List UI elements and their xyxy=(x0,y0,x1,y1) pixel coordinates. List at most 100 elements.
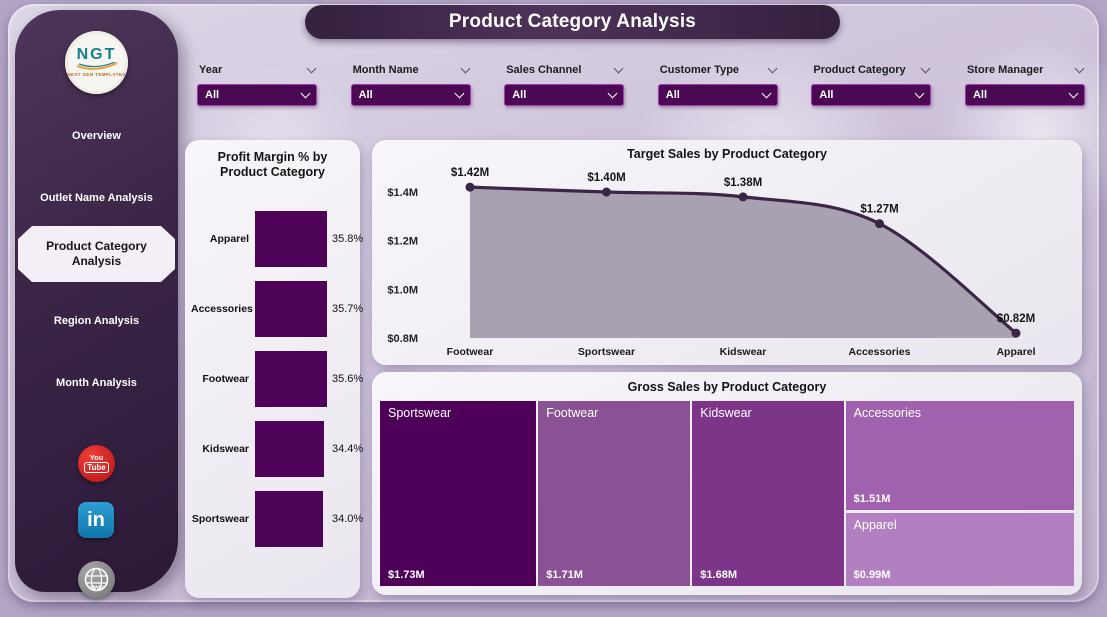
filter-header: Year xyxy=(197,62,317,77)
chevron-down-icon[interactable] xyxy=(613,63,624,73)
globe-glyph-icon: www xyxy=(84,567,109,592)
filter-dropdown-month-name[interactable]: All xyxy=(350,84,471,106)
sidebar-item-region-analysis[interactable]: Region Analysis xyxy=(53,315,140,327)
filter-selected-value: All xyxy=(205,89,220,101)
bar-row: Footwear 35.6% xyxy=(185,344,363,414)
treemap: Sportswear $1.73M Footwear $1.71M Kidswear $1… xyxy=(380,401,1074,586)
chart-title: Gross Sales by Product Category xyxy=(627,380,827,394)
bar-row: Apparel 35.8% xyxy=(185,204,364,274)
data-point-label: $1.38M xyxy=(724,177,762,189)
chevron-down-icon[interactable] xyxy=(920,63,931,73)
sidebar-item-outlet-name-analysis[interactable]: Outlet Name Analysis xyxy=(40,192,153,204)
page-title-banner: Product Category Analysis xyxy=(305,5,840,39)
x-axis-label: Kidswear xyxy=(720,346,767,358)
bar-value-label: 35.7% xyxy=(332,303,364,315)
card-target-sales: $1.4M $1.2M $1.0M $0.8M $1.42M Footwear $1.40M… xyxy=(372,140,1082,365)
data-point-marker[interactable] xyxy=(738,192,748,202)
tile-value-label: $1.68M xyxy=(700,569,737,581)
chevron-down-icon xyxy=(1068,88,1079,99)
filter-customer-type: Customer Type All xyxy=(657,62,778,106)
chevron-down-icon xyxy=(761,88,772,99)
data-point-marker[interactable] xyxy=(602,187,611,197)
area-chart-svg[interactable]: $1.4M $1.2M $1.0M $0.8M $1.42M Footwear $1.40M… xyxy=(372,140,1082,365)
bar[interactable] xyxy=(255,351,327,407)
filter-header: Product Category xyxy=(811,62,931,77)
bar-value-label: 35.8% xyxy=(332,233,364,245)
logo-subtext: NEXT GEN TEMPLATES xyxy=(67,72,126,77)
filter-dropdown-product-category[interactable]: All xyxy=(811,84,932,106)
x-axis-label: Accessories xyxy=(849,346,911,358)
sidebar-item-overview[interactable]: Overview xyxy=(72,130,121,142)
filter-selected-value: All xyxy=(972,89,988,101)
tile-name: Apparel xyxy=(853,517,897,532)
svg-text:www: www xyxy=(88,585,103,591)
treemap-tile-apparel[interactable]: Apparel $0.99M xyxy=(845,512,1074,586)
filter-header: Store Manager xyxy=(965,62,1085,77)
treemap-tile-footwear[interactable]: Footwear $1.71M xyxy=(538,401,691,586)
tile-value-label: $0.99M xyxy=(853,568,891,581)
bar-category-label: Apparel xyxy=(209,233,249,245)
logo-text: NGT xyxy=(76,46,117,63)
filter-dropdown-year[interactable]: All xyxy=(197,84,317,106)
data-point-label: $1.42M xyxy=(451,167,489,179)
sidebar-item-month-analysis[interactable]: Month Analysis xyxy=(56,377,137,389)
bar-row: Accessories 35.7% xyxy=(185,274,364,344)
sidebar-item-product-category-analysis[interactable]: Product Category Analysis xyxy=(18,226,175,282)
data-point-label: $1.40M xyxy=(587,172,625,184)
filter-dropdown-store-manager[interactable]: All xyxy=(964,84,1085,106)
filter-header: Sales Channel xyxy=(504,62,624,77)
chart-title: Profit Margin % by Product Category xyxy=(217,150,328,179)
bar-track xyxy=(255,211,327,267)
x-axis-label: Footwear xyxy=(447,346,494,358)
youtube-icon-text: You xyxy=(89,453,104,462)
chevron-down-icon xyxy=(300,88,311,99)
filter-selected-value: All xyxy=(665,89,680,101)
data-point-label: $0.82M xyxy=(997,313,1035,325)
data-point-marker[interactable] xyxy=(1011,328,1021,338)
sidebar: NGT NEXT GEN TEMPLATES Overview Outlet Na… xyxy=(15,10,178,598)
x-axis-label: Sportswear xyxy=(578,346,635,358)
filter-product-category: Product Category All xyxy=(811,62,932,106)
youtube-icon[interactable]: You Tube xyxy=(78,445,115,482)
tile-name: Kidswear xyxy=(700,406,752,420)
filter-selected-value: All xyxy=(819,89,834,101)
filters-bar: Year All Month Name All Sales Channel All Cust… xyxy=(197,62,1085,106)
chevron-down-icon xyxy=(607,88,618,99)
treemap-tile-accessories[interactable]: Accessories $1.51M xyxy=(845,401,1074,511)
bar[interactable] xyxy=(255,281,327,337)
tile-name: Accessories xyxy=(853,406,922,420)
bar[interactable] xyxy=(255,491,324,547)
card-gross-sales: Gross Sales by Product Category Sportswe… xyxy=(372,372,1082,595)
filter-label: Store Manager xyxy=(966,63,1044,76)
tile-value-label: $1.73M xyxy=(388,569,425,581)
chevron-down-icon xyxy=(454,88,465,99)
data-point-marker[interactable] xyxy=(875,219,884,229)
tile-name: Sportswear xyxy=(388,406,452,420)
bar-track xyxy=(255,421,327,477)
bar-track xyxy=(255,281,327,337)
logo-swoosh-icon xyxy=(76,62,117,70)
linkedin-icon-text: in xyxy=(87,508,105,531)
y-axis-label: $1.2M xyxy=(387,236,418,248)
filter-dropdown-customer-type[interactable]: All xyxy=(657,84,778,106)
filter-label: Sales Channel xyxy=(506,63,582,76)
chevron-down-icon[interactable] xyxy=(1074,63,1085,73)
data-point-marker[interactable] xyxy=(465,182,475,192)
filter-sales-channel: Sales Channel All xyxy=(504,62,625,106)
card-profit-margin: Profit Margin % by Product Category Appa… xyxy=(185,140,364,598)
chevron-down-icon[interactable] xyxy=(767,63,778,73)
linkedin-icon[interactable]: in xyxy=(78,502,114,538)
filter-selected-value: All xyxy=(512,89,527,101)
filter-dropdown-sales-channel[interactable]: All xyxy=(504,84,625,106)
bar-row: Sportswear 34.0% xyxy=(185,484,363,554)
treemap-tile-kidswear[interactable]: Kidswear $1.68M xyxy=(692,401,844,586)
tile-name: Footwear xyxy=(546,406,599,420)
website-globe-icon[interactable]: www xyxy=(78,561,115,598)
chevron-down-icon[interactable] xyxy=(306,63,317,73)
filter-header: Month Name xyxy=(351,62,471,77)
chevron-down-icon[interactable] xyxy=(460,63,471,73)
filter-month-name: Month Name All xyxy=(350,62,471,106)
bar[interactable] xyxy=(255,211,327,267)
treemap-tile-sportswear[interactable]: Sportswear $1.73M xyxy=(380,401,537,586)
bar[interactable] xyxy=(255,421,325,477)
